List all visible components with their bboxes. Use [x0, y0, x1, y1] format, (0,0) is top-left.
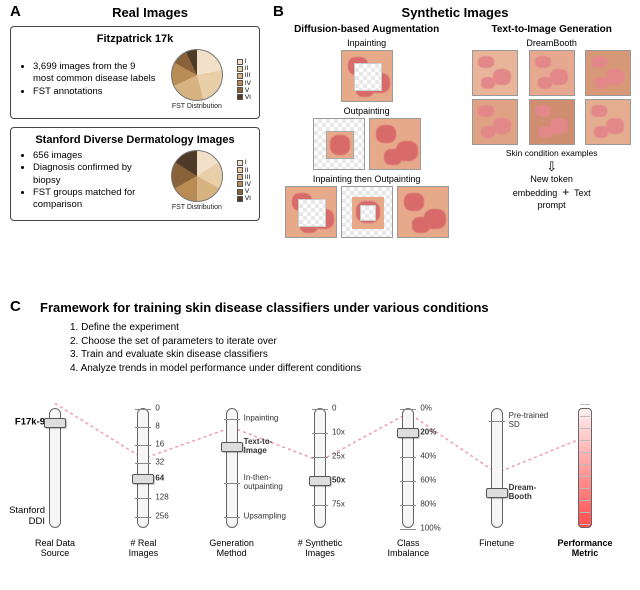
legend-item: V: [237, 188, 251, 195]
slider-caption: # SyntheticImages: [298, 538, 343, 560]
pie-chart: FST Distribution: [163, 49, 231, 110]
legend-item: IV: [237, 181, 251, 188]
slider-track[interactable]: [491, 408, 503, 528]
diffusion-row-label: Inpainting then Outpainting: [275, 174, 458, 184]
card-title: Stanford Diverse Dermatology Images: [19, 134, 251, 146]
slider-class-imbalance: 0%20%40%60%80%100%ClassImbalance: [371, 404, 445, 560]
slider-caption: PerformanceMetric: [557, 538, 612, 560]
example-thumb: [285, 186, 337, 238]
legend-item: II: [237, 65, 251, 72]
card-bullets: 656 imagesDiagnosis confirmed by biopsyF…: [19, 150, 157, 212]
step-item: 4. Analyze trends in model performance u…: [70, 362, 630, 376]
legend-item: V: [237, 87, 251, 94]
legend-item: III: [237, 72, 251, 79]
thumb-row: [275, 186, 458, 238]
example-thumb: [585, 99, 631, 145]
example-thumb: [529, 99, 575, 145]
slider-track[interactable]: [226, 408, 238, 528]
example-thumb: [313, 118, 365, 170]
legend-item: IV: [237, 80, 251, 87]
step-item: 1. Define the experiment: [70, 321, 630, 335]
pie-caption: FST Distribution: [163, 103, 231, 110]
slider-caption: Finetune: [479, 538, 514, 560]
legend-item: VI: [237, 195, 251, 202]
pie-chart: FST Distribution: [163, 150, 231, 211]
slider-knob[interactable]: [132, 474, 154, 484]
bullet: 3,699 images from the 9 most common dise…: [33, 61, 157, 86]
thumb-row: [275, 118, 458, 170]
slider-generation-method: InpaintingText-to-ImageIn-then-outpainti…: [195, 404, 269, 560]
fst-legend: IIIIIIIVVVI: [237, 58, 251, 101]
t2i-column: Text-to-Image Generation DreamBooth Skin…: [468, 24, 635, 242]
slider-caption: Real DataSource: [35, 538, 75, 560]
slider-finetune: Pre-trainedSDDream-BoothFinetune: [460, 404, 534, 560]
panel-c-title: Framework for training skin disease clas…: [40, 300, 630, 315]
slider-num-real-images: 08163264128256# RealImages: [106, 404, 180, 560]
slider-caption: ClassImbalance: [388, 538, 430, 560]
slider-track[interactable]: [49, 408, 61, 528]
t2i-title: Text-to-Image Generation: [468, 24, 635, 35]
panel-b: Synthetic Images Diffusion-based Augment…: [275, 5, 635, 242]
panel-c: Framework for training skin disease clas…: [10, 300, 630, 560]
arrow-down-icon: ⇩: [468, 160, 635, 173]
diffusion-row-label: Inpainting: [275, 38, 458, 48]
legend-item: III: [237, 174, 251, 181]
slider-knob[interactable]: [44, 418, 66, 428]
legend-item: VI: [237, 94, 251, 101]
bullet: FST groups matched for comparison: [33, 187, 157, 212]
example-thumb: [341, 50, 393, 102]
step-item: 3. Train and evaluate skin disease class…: [70, 348, 630, 362]
performance-scale: [578, 408, 592, 528]
panel-a-title: Real Images: [40, 5, 260, 20]
slider-knob[interactable]: [486, 488, 508, 498]
fst-legend: IIIIIIIVVVI: [237, 159, 251, 202]
card-title: Fitzpatrick 17k: [19, 33, 251, 45]
side-label: F17k-9: [15, 417, 45, 428]
dataset-card: Fitzpatrick 17k 3,699 images from the 9 m…: [10, 26, 260, 119]
slider-knob[interactable]: [221, 442, 243, 452]
slider-track[interactable]: [137, 408, 149, 528]
legend-item: I: [237, 159, 251, 166]
diffusion-row-label: Outpainting: [275, 106, 458, 116]
slider-track[interactable]: [402, 408, 414, 528]
performance-metric: PerformanceMetric: [548, 404, 622, 560]
slider-knob[interactable]: [309, 476, 331, 486]
slider-num-synthetic-images: 010x25x50x75x# SyntheticImages: [283, 404, 357, 560]
example-thumb: [472, 99, 518, 145]
bullet: FST annotations: [33, 86, 157, 98]
step-item: 2. Choose the set of parameters to itera…: [70, 335, 630, 349]
bullet: 656 images: [33, 150, 157, 162]
t2i-grid-caption: Skin condition examples: [468, 148, 635, 158]
t2i-formula: New tokenembedding + Textprompt: [468, 174, 635, 212]
panel-b-title: Synthetic Images: [275, 5, 635, 20]
side-label: StanfordDDI: [9, 505, 45, 527]
bullet: Diagnosis confirmed by biopsy: [33, 162, 157, 187]
example-thumb: [472, 50, 518, 96]
panel-a: Real Images Fitzpatrick 17k 3,699 images …: [10, 5, 260, 229]
thumb-row: [275, 50, 458, 102]
sliders-row: F17k-9StanfordDDIReal DataSource08163264…: [10, 385, 630, 560]
card-bullets: 3,699 images from the 9 most common dise…: [19, 61, 157, 98]
diffusion-column: Diffusion-based Augmentation Inpainting O…: [275, 24, 458, 242]
pie-caption: FST Distribution: [163, 204, 231, 211]
legend-item: I: [237, 58, 251, 65]
example-thumb: [341, 186, 393, 238]
t2i-model: DreamBooth: [468, 38, 635, 48]
legend-item: II: [237, 167, 251, 174]
example-thumb: [585, 50, 631, 96]
slider-track[interactable]: [314, 408, 326, 528]
t2i-example-grid: [468, 50, 635, 145]
dataset-card: Stanford Diverse Dermatology Images 656 i…: [10, 127, 260, 221]
slider-caption: GenerationMethod: [209, 538, 254, 560]
slider-knob[interactable]: [397, 428, 419, 438]
slider-caption: # RealImages: [129, 538, 159, 560]
slider-real-data-source: F17k-9StanfordDDIReal DataSource: [18, 404, 92, 560]
example-thumb: [369, 118, 421, 170]
example-thumb: [397, 186, 449, 238]
plus-icon: +: [562, 185, 569, 199]
diffusion-title: Diffusion-based Augmentation: [275, 24, 458, 35]
example-thumb: [529, 50, 575, 96]
framework-steps: 1. Define the experiment2. Choose the se…: [70, 321, 630, 375]
